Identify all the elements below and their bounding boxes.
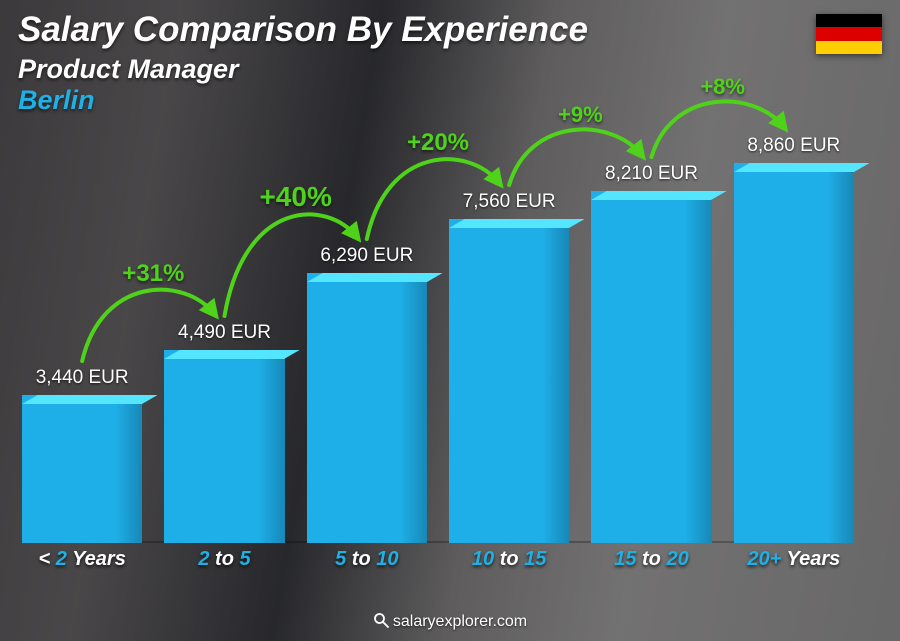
x-tick: 15 to 20 <box>591 548 711 571</box>
flag-stripe-2 <box>816 41 882 54</box>
bar-front-face <box>449 219 569 543</box>
flag-germany <box>816 14 882 54</box>
bar-value-label: 6,290 EUR <box>320 245 413 267</box>
bar-slot-0: 3,440 EUR <box>22 367 142 543</box>
bar-slot-2: 6,290 EUR <box>307 245 427 543</box>
x-axis: < 2 Years 2 to 5 5 to 10 10 to 15 15 to 20 20… <box>22 548 854 571</box>
header: Salary Comparison By Experience Product … <box>18 10 882 116</box>
bar-front-face <box>734 163 854 543</box>
bar-top-face <box>164 350 300 359</box>
bar-front-face <box>164 350 284 543</box>
bar-chart: 3,440 EUR 4,490 EUR 6,290 EUR 7,560 EUR 8,21… <box>22 130 854 571</box>
bar-top-face <box>734 163 870 172</box>
bar-top-face <box>307 273 443 282</box>
bar-front-face <box>591 191 711 543</box>
bar-top-face <box>22 395 158 404</box>
bar <box>164 350 284 543</box>
bars-row: 3,440 EUR 4,490 EUR 6,290 EUR 7,560 EUR 8,21… <box>22 130 854 543</box>
bar-slot-1: 4,490 EUR <box>164 322 284 543</box>
bar <box>591 191 711 543</box>
growth-percent-label: +8% <box>683 74 763 100</box>
footer: salaryexplorer.com <box>0 612 900 633</box>
flag-stripe-1 <box>816 27 882 40</box>
growth-percent-label: +20% <box>398 129 478 157</box>
growth-percent-label: +9% <box>540 102 620 128</box>
chart-title: Salary Comparison By Experience <box>18 10 882 50</box>
bar-front-face <box>22 395 142 543</box>
x-tick: 10 to 15 <box>449 548 569 571</box>
chart-canvas: Salary Comparison By Experience Product … <box>0 0 900 641</box>
bar-front-face <box>307 273 427 543</box>
footer-site: salaryexplorer.com <box>393 613 527 630</box>
bar <box>449 219 569 543</box>
bar <box>307 273 427 543</box>
x-tick: 20+ Years <box>734 548 854 571</box>
bar-top-face <box>591 191 727 200</box>
growth-percent-label: +31% <box>113 260 193 288</box>
bar <box>22 395 142 543</box>
bar-value-label: 7,560 EUR <box>463 191 556 213</box>
bar-slot-4: 8,210 EUR <box>591 163 711 543</box>
bar <box>734 163 854 543</box>
flag-stripe-0 <box>816 14 882 27</box>
x-tick: 5 to 10 <box>307 548 427 571</box>
bar-top-face <box>449 219 585 228</box>
bar-value-label: 8,210 EUR <box>605 163 698 185</box>
bar-slot-5: 8,860 EUR <box>734 135 854 543</box>
bar-slot-3: 7,560 EUR <box>449 191 569 543</box>
x-tick: < 2 Years <box>22 548 142 571</box>
search-icon <box>373 612 389 633</box>
bar-value-label: 8,860 EUR <box>747 135 840 157</box>
x-tick: 2 to 5 <box>164 548 284 571</box>
bar-value-label: 3,440 EUR <box>36 367 129 389</box>
bar-value-label: 4,490 EUR <box>178 322 271 344</box>
growth-percent-label: +40% <box>256 181 336 213</box>
